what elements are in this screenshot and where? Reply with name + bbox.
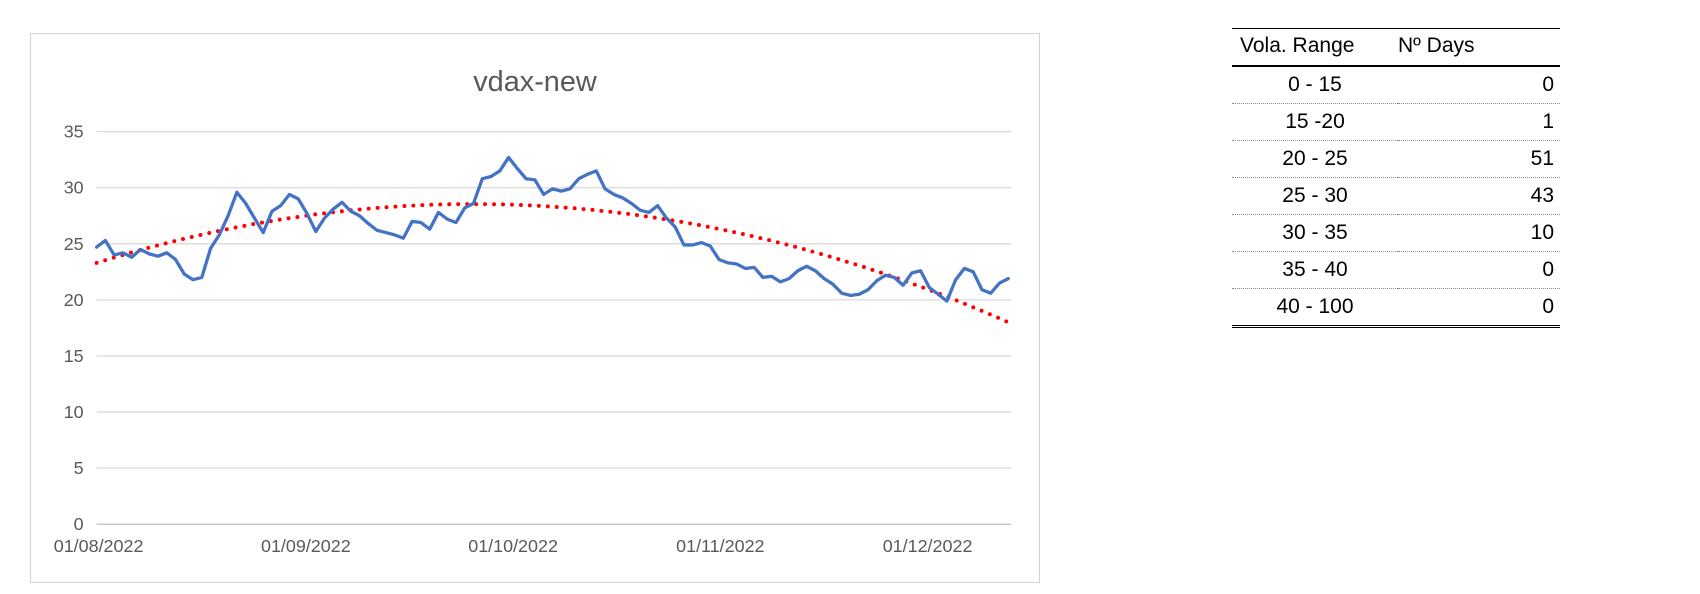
table-row: 0 - 15 0 [1232,66,1560,104]
y-tick-label: 30 [64,178,84,198]
n-days-cell: 10 [1398,214,1560,252]
table-row: 35 - 40 0 [1232,251,1560,289]
y-tick-label: 35 [64,122,84,142]
chart-title: vdax-new [473,66,597,98]
vola-range-cell: 15 -20 [1232,103,1398,141]
table-row: 30 - 35 10 [1232,214,1560,252]
vdax-chart: 35 30 25 20 15 10 5 0 01/08/2022 01/09/2022 01/10/… [30,33,1040,583]
vola-range-cell: 25 - 30 [1232,177,1398,215]
n-days-cell: 0 [1398,288,1560,328]
n-days-cell: 1 [1398,103,1560,141]
vola-range-cell: 35 - 40 [1232,251,1398,289]
header-vola-range: Vola. Range [1232,28,1398,67]
x-tick-label: 01/11/2022 [676,536,764,556]
y-tick-label: 20 [64,290,84,310]
x-tick-label: 01/08/2022 [54,536,144,556]
vola-range-cell: 0 - 15 [1232,66,1398,104]
y-tick-label: 10 [64,402,84,422]
volatility-table: Vola. Range Nº Days 0 - 15 0 15 -20 1 20 - 2… [1232,28,1560,328]
vdax-chart-svg: 35 30 25 20 15 10 5 001/08/2022 01/09/2022 01/10/… [54,66,1012,556]
y-tick-label: 15 [64,346,84,366]
trendline-dotted [94,202,1011,325]
vola-range-cell: 20 - 25 [1232,140,1398,178]
y-tick-label: 5 [74,458,84,478]
volatility-table-body: 0 - 15 0 15 -20 1 20 - 25 51 25 - 30 43 30 - 35 1… [1232,66,1560,328]
header-n-days: Nº Days [1398,28,1560,67]
x-tick-label: 01/09/2022 [261,536,351,556]
table-row: 15 -20 1 [1232,103,1560,141]
vdax-series-line [94,155,1010,303]
x-tick-label: 01/10/2022 [468,536,558,556]
n-days-cell: 51 [1398,140,1560,178]
n-days-cell: 0 [1398,66,1560,104]
y-tick-label: 25 [64,234,84,254]
volatility-table-header-row: Vola. Range Nº Days [1232,28,1560,67]
x-tick-label: 01/12/2022 [883,536,973,556]
table-row: 40 - 100 0 [1232,288,1560,328]
vola-range-cell: 40 - 100 [1232,288,1398,328]
n-days-cell: 0 [1398,251,1560,289]
y-tick-label: 0 [74,514,84,534]
table-row: 25 - 30 43 [1232,177,1560,215]
vola-range-cell: 30 - 35 [1232,214,1398,252]
n-days-cell: 43 [1398,177,1560,215]
table-row: 20 - 25 51 [1232,140,1560,178]
